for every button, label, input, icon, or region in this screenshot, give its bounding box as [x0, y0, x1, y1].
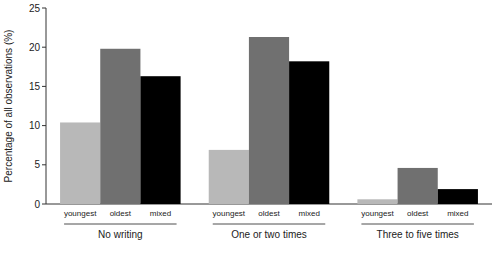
y-tick [42, 47, 46, 48]
y-tick-label: 15 [29, 81, 41, 92]
bars [60, 37, 478, 204]
bar [398, 168, 438, 204]
subgroup-label: oldest [110, 209, 132, 218]
subgroup-label: youngest [64, 209, 97, 218]
bar [249, 37, 289, 204]
y-axis-label: Percentage of all observations (%) [3, 30, 14, 183]
y-tick-label: 5 [34, 159, 40, 170]
bar [357, 199, 397, 204]
x-labels: youngest oldest mixed No writing youngest old… [64, 209, 474, 240]
y-axis: 0 5 10 15 20 25 [29, 3, 46, 210]
subgroup-label: youngest [361, 209, 394, 218]
y-tick-label: 25 [29, 3, 41, 14]
group-bracket [213, 224, 326, 225]
y-tick [42, 86, 46, 87]
bar [140, 76, 180, 204]
bar [209, 150, 249, 204]
subgroup-label: mixed [150, 209, 171, 218]
group-label: One or two times [231, 229, 307, 240]
y-tick [42, 8, 46, 9]
group-label: No writing [98, 229, 142, 240]
group-bracket [361, 224, 474, 225]
bar [100, 49, 140, 204]
y-tick-label: 10 [29, 120, 41, 131]
group-bracket [64, 224, 177, 225]
subgroup-label: mixed [447, 209, 468, 218]
subgroup-label: oldest [258, 209, 280, 218]
chart-container: 0 5 10 15 20 25 Percentage of all observations… [0, 0, 500, 254]
y-tick-label: 20 [29, 42, 41, 53]
y-tick [42, 125, 46, 126]
bar [60, 122, 100, 204]
y-tick [42, 204, 46, 205]
bar [289, 61, 329, 204]
subgroup-label: oldest [407, 209, 429, 218]
subgroup-label: youngest [213, 209, 246, 218]
bar [438, 189, 478, 204]
y-tick-label: 0 [34, 199, 40, 210]
y-axis-line [46, 8, 47, 204]
y-tick [42, 164, 46, 165]
group-label: Three to five times [377, 229, 459, 240]
subgroup-label: mixed [299, 209, 320, 218]
chart-svg: 0 5 10 15 20 25 Percentage of all observations… [0, 0, 500, 254]
